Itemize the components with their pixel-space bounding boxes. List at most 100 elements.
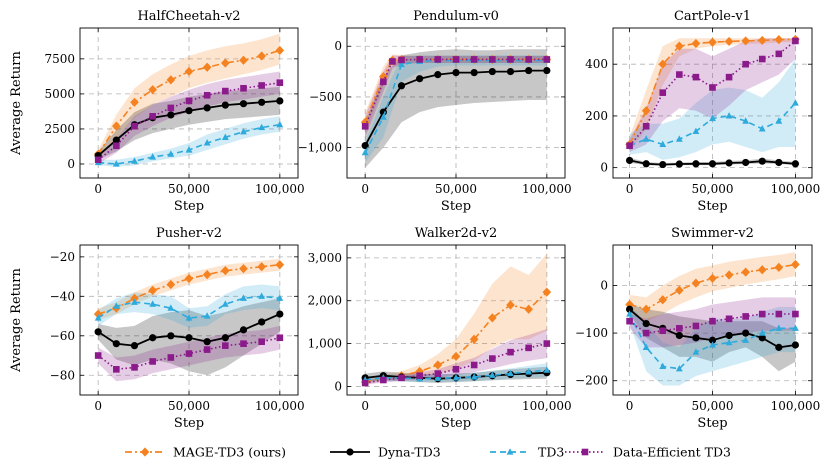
point-de	[525, 344, 532, 352]
point-de	[131, 364, 138, 371]
legend-label: TD3	[538, 445, 564, 460]
point-dyna	[149, 334, 157, 342]
point-dyna	[434, 71, 442, 79]
y-axis-label: Average Return	[9, 268, 24, 373]
point-de	[222, 342, 229, 349]
point-dyna	[742, 329, 750, 337]
point-mage	[239, 55, 248, 65]
x-tick-label: 0	[626, 182, 634, 196]
point-td3	[221, 300, 229, 307]
series-line-mage	[97, 263, 280, 315]
point-mage	[658, 59, 668, 69]
point-td3	[725, 338, 733, 346]
x-axis-label: Step	[441, 199, 471, 214]
point-de	[203, 91, 211, 99]
point-td3	[221, 133, 229, 140]
legend-label: Data-Efficient TD3	[613, 445, 731, 460]
point-td3	[725, 112, 733, 119]
point-mage	[791, 259, 800, 270]
point-de	[380, 78, 387, 86]
plot-area	[93, 258, 285, 382]
point-td3	[149, 300, 157, 307]
x-axis-label: Step	[441, 416, 471, 431]
point-mage	[130, 97, 139, 107]
point-dyna	[276, 310, 284, 318]
point-de	[452, 56, 460, 63]
point-de	[416, 372, 423, 380]
point-de	[725, 315, 733, 323]
point-mage	[257, 262, 266, 272]
point-de	[642, 122, 650, 130]
y-tick-label: −200	[575, 374, 608, 388]
point-mage	[757, 265, 767, 275]
point-mage	[221, 266, 230, 276]
point-mage	[148, 285, 157, 295]
point-mage	[774, 262, 784, 272]
point-de	[507, 56, 514, 63]
y-tick-label: 1,000	[308, 337, 342, 351]
band-mage	[98, 33, 280, 159]
point-de	[626, 317, 633, 325]
subplot-title: Walker2d-v2	[415, 226, 498, 241]
y-tick-label: 0	[334, 379, 342, 393]
band-td3	[98, 116, 280, 167]
point-dyna	[506, 67, 515, 76]
point-td3	[758, 329, 766, 336]
legend-item-td3: TD3	[490, 445, 564, 460]
point-td3	[94, 314, 102, 321]
point-mage	[506, 300, 515, 310]
point-mage	[415, 366, 424, 377]
point-dyna	[239, 326, 248, 334]
point-de	[676, 71, 683, 78]
point-td3	[659, 362, 667, 370]
point-de	[240, 84, 247, 92]
point-mage	[774, 35, 784, 45]
point-de	[489, 56, 496, 63]
point-dyna	[112, 136, 120, 144]
point-td3	[361, 148, 369, 156]
point-de	[489, 355, 496, 362]
band-dyna	[365, 49, 547, 168]
point-td3	[488, 371, 496, 378]
subplot-1: 0 50,000 100,000 −1,000 −500 0 Pendulum-v0 Step	[298, 9, 572, 214]
point-mage	[202, 270, 212, 280]
point-mage	[757, 35, 767, 46]
point-de	[470, 361, 478, 369]
band-td3	[629, 59, 796, 160]
x-tick-label: 50,000	[168, 182, 210, 196]
point-de	[398, 374, 405, 382]
point-de	[203, 346, 211, 353]
point-td3	[692, 348, 700, 355]
legend-marker	[506, 448, 514, 455]
band-mage	[365, 253, 547, 385]
subplot-2: 0 50,000 100,000 0 200 400 CartPole-v1 Step	[585, 9, 820, 214]
point-de	[276, 334, 284, 342]
x-tick-label: 100,000	[522, 182, 572, 196]
legend-item-dyna: Dyna-TD3	[330, 445, 441, 460]
point-mage	[433, 360, 443, 370]
y-tick-label: −500	[309, 90, 342, 104]
point-td3	[470, 373, 478, 380]
point-td3	[675, 365, 683, 372]
point-de	[775, 310, 783, 318]
point-td3	[659, 140, 667, 147]
point-de	[258, 82, 265, 89]
point-dyna	[470, 68, 478, 77]
legend-label: MAGE-TD3 (ours)	[173, 445, 286, 460]
point-dyna	[112, 340, 120, 348]
point-de	[642, 329, 650, 337]
point-dyna	[791, 160, 800, 168]
y-tick-label: 0	[67, 157, 75, 171]
point-td3	[742, 336, 750, 343]
point-de	[758, 55, 766, 63]
point-de	[659, 89, 667, 96]
plot-area	[93, 33, 285, 167]
point-td3	[112, 302, 120, 309]
legend-marker	[140, 447, 150, 457]
point-de	[709, 317, 716, 325]
point-de	[434, 370, 442, 377]
point-de	[525, 56, 532, 63]
point-de	[276, 79, 284, 86]
point-td3	[642, 343, 650, 350]
